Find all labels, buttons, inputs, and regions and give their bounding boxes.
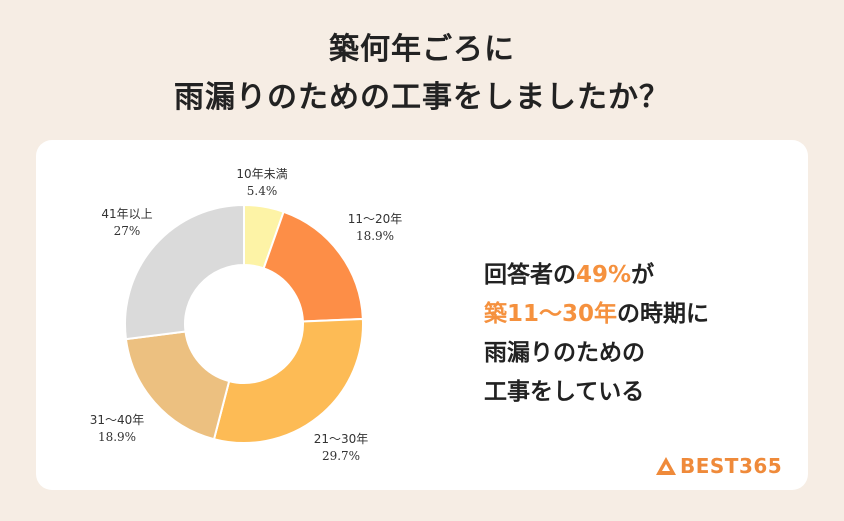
slice-label-11-20: 11〜20年 18.9% [340,211,410,245]
slice-label-41-over: 41年以上 27% [96,206,158,240]
value-label: 18.9% [97,430,137,444]
message-text: が [631,262,655,288]
logo-text: BEST365 [680,454,783,478]
message-highlight: 築11〜30年 [484,301,618,327]
message-text: の時期に [617,301,710,327]
value-label: 29.7% [321,449,361,463]
donut-slice-1 [262,210,364,323]
category-label: 31〜40年 [89,413,145,427]
donut-slice-2 [212,317,364,444]
value-label: 18.9% [355,229,395,243]
title-line-2: 雨漏りのための工事をしましたか？ [174,80,670,115]
summary-message: 回答者の49%が 築11〜30年の時期に 雨漏りのための 工事をしている [484,256,709,412]
value-label: 5.4% [246,184,278,198]
category-label: 10年未満 [236,167,288,181]
title-line-1: 築何年ごろに [329,32,515,67]
page-title: 築何年ごろに 雨漏りのための工事をしましたか？ [0,26,844,122]
message-line-3: 雨漏りのための [484,340,645,366]
slice-label-21-30: 21〜30年 29.7% [306,431,376,465]
logo-icon [656,457,676,475]
message-highlight: 49% [576,262,632,288]
message-line-1: 回答者の49%が [484,256,709,295]
message-line-4: 工事をしている [484,379,645,405]
brand-logo: BEST365 [655,454,782,478]
category-label: 21〜30年 [313,432,369,446]
value-label: 27% [113,224,141,238]
donut-slice-4 [124,203,245,341]
category-label: 41年以上 [101,207,153,221]
slice-label-31-40: 31〜40年 18.9% [82,412,152,446]
message-line-2: 築11〜30年の時期に [484,295,709,334]
slice-label-10-under: 10年未満 5.4% [233,166,291,200]
category-label: 11〜20年 [347,212,403,226]
message-text: 回答者の [484,262,576,288]
donut-slice-3 [124,330,231,441]
